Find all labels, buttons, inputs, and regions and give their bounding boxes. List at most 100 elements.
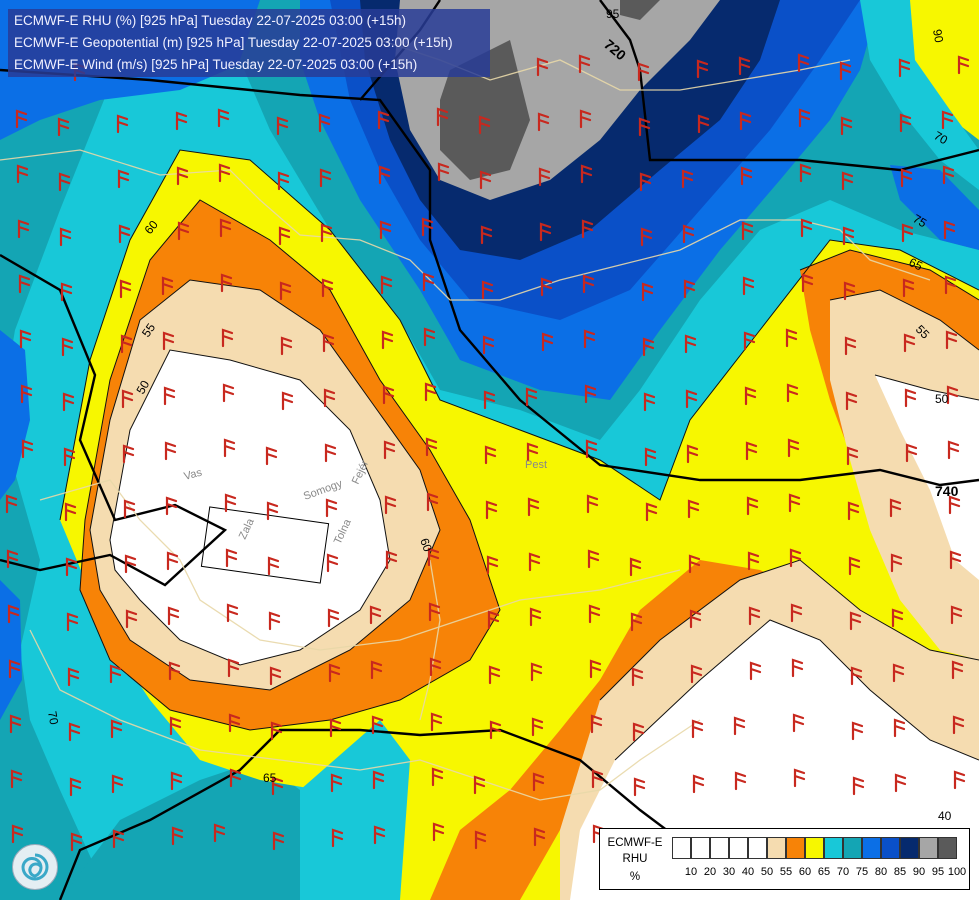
rh-70-band-bottom — [300, 720, 410, 900]
wind-barb-icon — [429, 657, 442, 677]
wind-barb-icon — [11, 824, 24, 844]
wind-barb-icon — [436, 107, 449, 127]
wind-barb-icon — [118, 224, 131, 244]
wind-barb-icon — [846, 446, 859, 466]
wind-barb-icon — [124, 554, 137, 574]
wind-barb-icon — [320, 223, 333, 243]
contour-label: 70 — [932, 128, 951, 147]
legend-tick-label: 30 — [722, 866, 736, 878]
wind-barb-icon — [953, 770, 966, 790]
wind-barb-icon — [111, 774, 124, 794]
wind-barb-icon — [533, 827, 546, 847]
wind-barb-icon — [325, 498, 338, 518]
wind-barb-icon — [527, 497, 540, 517]
wind-barb-icon — [369, 605, 382, 625]
wind-barb-icon — [890, 553, 903, 573]
wind-barb-icon — [842, 226, 855, 246]
wind-barb-icon — [847, 501, 860, 521]
wind-barb-icon — [9, 714, 22, 734]
wind-barb-icon — [381, 330, 394, 350]
wind-barb-icon — [787, 438, 800, 458]
wind-barb-icon — [225, 548, 238, 568]
wind-barb-icon — [116, 114, 129, 134]
legend-tick-label: 20 — [703, 866, 717, 878]
wind-barb-icon — [437, 162, 450, 182]
wind-barb-icon — [220, 273, 233, 293]
wind-barb-icon — [10, 769, 23, 789]
legend-tick-label: 65 — [817, 866, 831, 878]
wind-barb-icon — [167, 606, 180, 626]
title-geopotential: ECMWF-E Geopotential (m) [925 hPa] Tuesd… — [14, 35, 453, 50]
wind-barb-icon — [540, 277, 553, 297]
contour-label: 70 — [45, 710, 61, 726]
wind-barb-icon — [176, 166, 189, 186]
wind-barb-icon — [946, 385, 959, 405]
wind-barb-icon — [583, 329, 596, 349]
wind-barb-icon — [530, 662, 543, 682]
wind-barb-icon — [166, 551, 179, 571]
wind-barb-icon — [746, 496, 759, 516]
wind-barb-icon — [749, 661, 762, 681]
geopotential-label: 740 — [935, 483, 959, 499]
wind-barb-icon — [799, 163, 812, 183]
wind-barb-icon — [689, 609, 702, 629]
ecmwf-logo-icon — [12, 844, 58, 890]
wind-barb-icon — [691, 719, 704, 739]
wind-barb-icon — [889, 498, 902, 518]
wind-barb-icon — [218, 163, 231, 183]
wind-barb-icon — [321, 278, 334, 298]
rh-60-band-east — [430, 260, 979, 900]
wind-barb-icon — [744, 386, 757, 406]
wind-barb-icon — [430, 712, 443, 732]
wind-barb-icon — [17, 219, 30, 239]
wind-barb-icon — [171, 826, 184, 846]
legend-swatch — [691, 837, 710, 859]
legend-model: ECMWF-E — [607, 837, 663, 849]
wind-barb-icon — [324, 443, 337, 463]
wind-barb-icon — [60, 282, 73, 302]
legend-swatch — [843, 837, 862, 859]
wind-barb-icon — [900, 168, 913, 188]
wind-barb-icon — [792, 713, 805, 733]
wind-barb-icon — [16, 164, 29, 184]
wind-barb-icon — [382, 385, 395, 405]
wind-barb-icon — [841, 171, 854, 191]
wind-barb-icon — [269, 666, 282, 686]
wind-barb-icon — [688, 554, 701, 574]
wind-barb-icon — [123, 499, 136, 519]
legend-swatch — [824, 837, 843, 859]
wind-barb-icon — [161, 276, 174, 296]
wind-barb-icon — [267, 556, 280, 576]
swirl-icon — [21, 853, 49, 881]
legend-swatch — [881, 837, 900, 859]
wind-barb-icon — [61, 337, 74, 357]
legend-swatch — [748, 837, 767, 859]
wind-barb-icon — [280, 336, 293, 356]
wind-barb-icon — [69, 777, 82, 797]
wind-barb-icon — [478, 115, 491, 135]
contour-label: 65 — [263, 771, 277, 785]
wind-barb-icon — [586, 494, 599, 514]
wind-barb-icon — [330, 773, 343, 793]
wind-barb-icon — [957, 55, 970, 75]
wind-barb-icon — [643, 392, 656, 412]
wind-barb-icon — [229, 768, 242, 788]
wind-barb-icon — [645, 502, 658, 522]
wind-barb-icon — [331, 828, 344, 848]
wind-barb-icon — [682, 224, 695, 244]
wind-barb-icon — [66, 612, 79, 632]
wind-barb-icon — [733, 716, 746, 736]
wind-barb-icon — [421, 217, 434, 237]
wind-barb-icon — [217, 108, 230, 128]
wind-barb-icon — [7, 604, 20, 624]
wind-barb-icon — [539, 222, 552, 242]
wind-barb-icon — [5, 494, 18, 514]
wind-barb-icon — [637, 62, 650, 82]
wind-barb-icon — [850, 666, 863, 686]
wind-barb-icon — [640, 227, 653, 247]
wind-barb-icon — [373, 825, 386, 845]
wind-barb-icon — [743, 331, 756, 351]
wind-barb-icon — [427, 547, 440, 567]
wind-barb-icon — [59, 227, 72, 247]
